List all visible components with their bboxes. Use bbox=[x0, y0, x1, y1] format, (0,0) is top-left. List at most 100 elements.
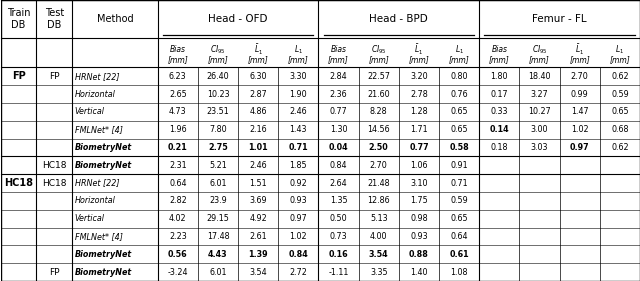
Text: $CI_{95}$: $CI_{95}$ bbox=[532, 44, 547, 56]
Text: 1.02: 1.02 bbox=[289, 232, 307, 241]
Text: [mm]: [mm] bbox=[408, 55, 429, 64]
Text: 4.02: 4.02 bbox=[169, 214, 187, 223]
Text: 2.70: 2.70 bbox=[370, 161, 388, 170]
Text: 1.43: 1.43 bbox=[290, 125, 307, 134]
Text: 0.04: 0.04 bbox=[329, 143, 348, 152]
Text: 0.77: 0.77 bbox=[409, 143, 429, 152]
Text: $CI_{95}$: $CI_{95}$ bbox=[210, 44, 226, 56]
Text: 26.40: 26.40 bbox=[207, 72, 229, 81]
Text: FMLNet* [4]: FMLNet* [4] bbox=[75, 232, 122, 241]
Text: 0.65: 0.65 bbox=[611, 107, 628, 116]
Text: $\bar{L}_1$: $\bar{L}_1$ bbox=[575, 43, 584, 57]
Text: 3.10: 3.10 bbox=[410, 179, 428, 188]
Text: Horizontal: Horizontal bbox=[75, 90, 116, 99]
Text: 1.96: 1.96 bbox=[169, 125, 187, 134]
Text: 1.40: 1.40 bbox=[410, 268, 428, 277]
Text: 5.13: 5.13 bbox=[370, 214, 388, 223]
Text: [mm]: [mm] bbox=[328, 55, 349, 64]
Text: 2.84: 2.84 bbox=[330, 72, 348, 81]
Text: 17.48: 17.48 bbox=[207, 232, 229, 241]
Text: 1.02: 1.02 bbox=[571, 125, 589, 134]
Text: 0.16: 0.16 bbox=[329, 250, 348, 259]
Text: 3.54: 3.54 bbox=[250, 268, 267, 277]
Text: $L_1$: $L_1$ bbox=[615, 44, 625, 56]
Text: 0.80: 0.80 bbox=[451, 72, 468, 81]
Text: [mm]: [mm] bbox=[489, 55, 509, 64]
Text: 1.71: 1.71 bbox=[410, 125, 428, 134]
Text: 1.47: 1.47 bbox=[571, 107, 589, 116]
Text: 0.92: 0.92 bbox=[289, 179, 307, 188]
Text: 0.64: 0.64 bbox=[451, 232, 468, 241]
Text: 0.91: 0.91 bbox=[451, 161, 468, 170]
Text: 2.78: 2.78 bbox=[410, 90, 428, 99]
Text: Head - OFD: Head - OFD bbox=[209, 14, 268, 24]
Text: [mm]: [mm] bbox=[168, 55, 188, 64]
Text: 4.92: 4.92 bbox=[250, 214, 267, 223]
Text: 29.15: 29.15 bbox=[207, 214, 229, 223]
Text: Bias: Bias bbox=[492, 45, 508, 55]
Text: 0.65: 0.65 bbox=[451, 214, 468, 223]
Text: 1.08: 1.08 bbox=[451, 268, 468, 277]
Text: 0.97: 0.97 bbox=[289, 214, 307, 223]
Text: Test
DB: Test DB bbox=[45, 8, 64, 30]
Text: $CI_{95}$: $CI_{95}$ bbox=[371, 44, 387, 56]
Text: 0.77: 0.77 bbox=[330, 107, 348, 116]
Text: 0.84: 0.84 bbox=[330, 161, 348, 170]
Text: 1.39: 1.39 bbox=[248, 250, 268, 259]
Text: 1.01: 1.01 bbox=[248, 143, 268, 152]
Text: 0.93: 0.93 bbox=[289, 196, 307, 205]
Text: HC18: HC18 bbox=[42, 161, 67, 170]
Text: 0.62: 0.62 bbox=[611, 72, 628, 81]
Text: Method: Method bbox=[97, 14, 133, 24]
Text: 4.00: 4.00 bbox=[370, 232, 387, 241]
Text: 1.80: 1.80 bbox=[491, 72, 508, 81]
Text: 21.60: 21.60 bbox=[367, 90, 390, 99]
Text: 0.93: 0.93 bbox=[410, 232, 428, 241]
Text: 2.31: 2.31 bbox=[169, 161, 187, 170]
Text: 2.23: 2.23 bbox=[169, 232, 187, 241]
Text: 0.62: 0.62 bbox=[611, 143, 628, 152]
Text: 2.72: 2.72 bbox=[289, 268, 307, 277]
Text: 23.9: 23.9 bbox=[209, 196, 227, 205]
Text: 0.65: 0.65 bbox=[451, 125, 468, 134]
Text: [mm]: [mm] bbox=[529, 55, 550, 64]
Text: 0.76: 0.76 bbox=[451, 90, 468, 99]
Text: 2.75: 2.75 bbox=[208, 143, 228, 152]
Text: 0.64: 0.64 bbox=[169, 179, 186, 188]
Text: 0.61: 0.61 bbox=[449, 250, 469, 259]
Text: BiometryNet: BiometryNet bbox=[75, 268, 132, 277]
Text: BiometryNet: BiometryNet bbox=[75, 161, 132, 170]
Text: 6.30: 6.30 bbox=[250, 72, 267, 81]
Text: 10.23: 10.23 bbox=[207, 90, 229, 99]
Text: FMLNet* [4]: FMLNet* [4] bbox=[75, 125, 122, 134]
Text: 3.20: 3.20 bbox=[410, 72, 428, 81]
Text: 2.46: 2.46 bbox=[250, 161, 267, 170]
Text: 1.85: 1.85 bbox=[289, 161, 307, 170]
Text: 0.59: 0.59 bbox=[451, 196, 468, 205]
Text: 0.71: 0.71 bbox=[451, 179, 468, 188]
Text: 2.16: 2.16 bbox=[250, 125, 267, 134]
Text: Head - BPD: Head - BPD bbox=[369, 14, 428, 24]
Text: Bias: Bias bbox=[330, 45, 346, 55]
Text: 6.01: 6.01 bbox=[209, 268, 227, 277]
Text: 23.51: 23.51 bbox=[207, 107, 229, 116]
Text: [mm]: [mm] bbox=[248, 55, 269, 64]
Text: HC18: HC18 bbox=[42, 179, 67, 188]
Text: BiometryNet: BiometryNet bbox=[75, 250, 132, 259]
Text: 4.73: 4.73 bbox=[169, 107, 187, 116]
Text: HRNet [22]: HRNet [22] bbox=[75, 72, 119, 81]
Text: 3.35: 3.35 bbox=[370, 268, 388, 277]
Text: 3.03: 3.03 bbox=[531, 143, 548, 152]
Text: 3.69: 3.69 bbox=[250, 196, 267, 205]
Text: 0.59: 0.59 bbox=[611, 90, 628, 99]
Text: 0.33: 0.33 bbox=[491, 107, 508, 116]
Text: 0.56: 0.56 bbox=[168, 250, 188, 259]
Text: FP: FP bbox=[49, 72, 60, 81]
Text: FP: FP bbox=[49, 268, 60, 277]
Text: [mm]: [mm] bbox=[570, 55, 590, 64]
Text: Femur - FL: Femur - FL bbox=[532, 14, 587, 24]
Text: 1.35: 1.35 bbox=[330, 196, 348, 205]
Text: [mm]: [mm] bbox=[207, 55, 228, 64]
Text: 2.64: 2.64 bbox=[330, 179, 348, 188]
Text: Bias: Bias bbox=[170, 45, 186, 55]
